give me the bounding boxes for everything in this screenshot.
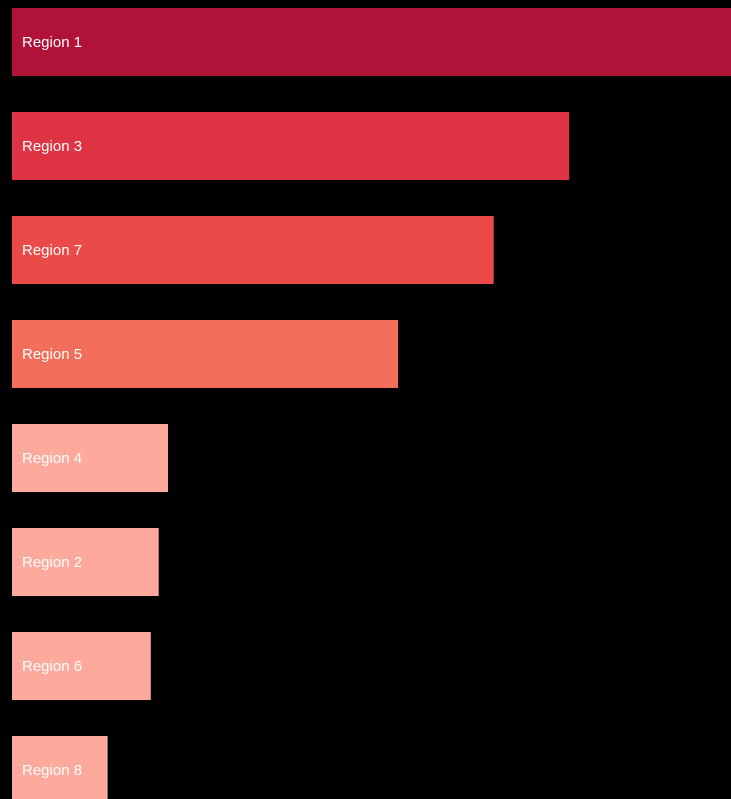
bars-group: Region 1 Region 3 Region 7 Region 5 Region 4… xyxy=(12,8,731,799)
bar-region-4 xyxy=(12,424,168,492)
bar-region-1 xyxy=(12,8,731,76)
bar-region-6 xyxy=(12,632,151,700)
bar-label-region-8: Region 8 xyxy=(22,762,82,779)
bar-label-region-1: Region 1 xyxy=(22,34,82,51)
bar-label-region-6: Region 6 xyxy=(22,658,82,675)
bar-label-region-2: Region 2 xyxy=(22,554,82,571)
bar-region-3 xyxy=(12,112,570,180)
bar-label-region-7: Region 7 xyxy=(22,242,82,259)
bar-label-region-5: Region 5 xyxy=(22,346,82,363)
bar-region-5 xyxy=(12,320,399,388)
bar-region-8 xyxy=(12,736,108,799)
bar-label-region-4: Region 4 xyxy=(22,450,82,467)
bar-region-7 xyxy=(12,216,494,284)
bar-region-2 xyxy=(12,528,159,596)
bar-label-region-3: Region 3 xyxy=(22,138,82,155)
